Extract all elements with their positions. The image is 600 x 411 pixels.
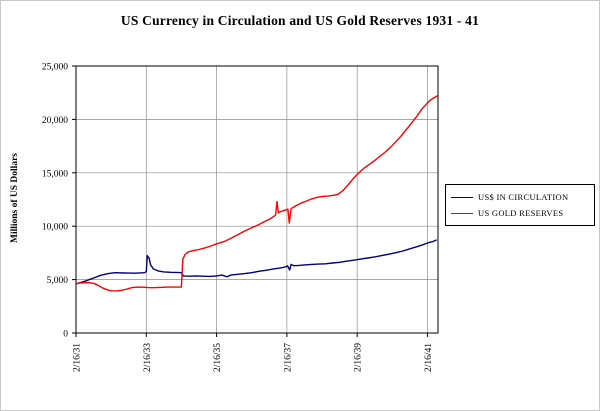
x-tick-label: 2/16/39 [354, 343, 364, 372]
series-line-us-gold-reserves [75, 95, 438, 292]
x-tick-label: 2/16/41 [424, 343, 434, 372]
x-tick-label: 2/16/31 [73, 343, 83, 372]
y-tick-label: 5,000 [47, 276, 69, 286]
legend-line-sample [451, 212, 473, 214]
series-line-us-in-circulation [75, 239, 437, 285]
y-tick-label: 20,000 [42, 116, 68, 126]
legend-item: US$ IN CIRCULATION [451, 189, 589, 205]
y-tick-label: 0 [63, 330, 68, 340]
y-tick-label: 25,000 [42, 63, 68, 73]
x-tick-label: 2/16/33 [143, 343, 153, 372]
legend-label: US GOLD RESERVES [478, 208, 564, 218]
legend-line-sample [451, 196, 473, 198]
legend-label: US$ IN CIRCULATION [478, 192, 569, 202]
legend: US$ IN CIRCULATION US GOLD RESERVES [445, 184, 595, 226]
x-tick-label: 2/16/37 [283, 343, 293, 372]
legend-item: US GOLD RESERVES [451, 205, 589, 221]
y-tick-label: 10,000 [42, 223, 68, 233]
chart-title: US Currency in Circulation and US Gold R… [120, 13, 480, 28]
x-tick-label: 2/16/35 [213, 343, 223, 372]
plot-border [75, 65, 439, 334]
y-tick-label: 15,000 [42, 169, 68, 179]
